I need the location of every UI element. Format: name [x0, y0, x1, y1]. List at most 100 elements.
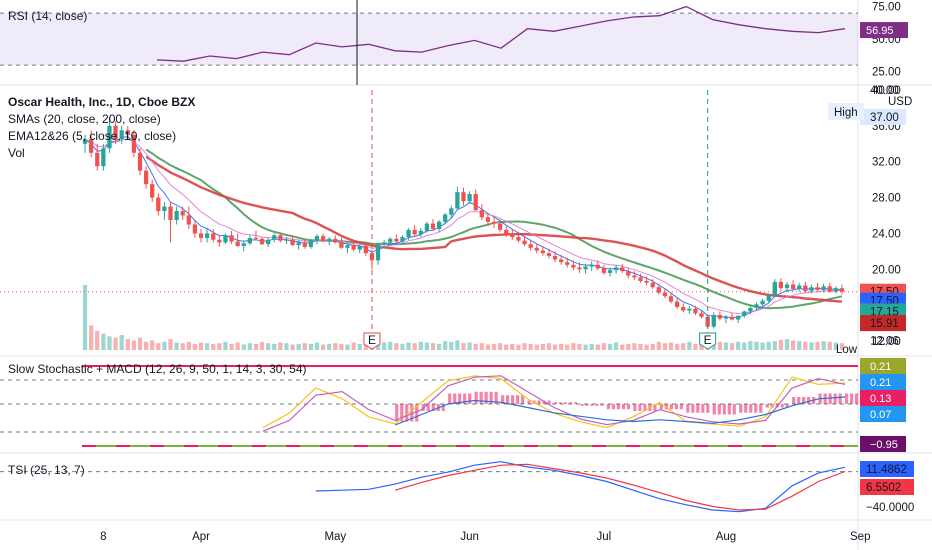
volume-bar: [784, 339, 790, 350]
candle-body: [156, 197, 161, 212]
candle-body: [699, 313, 704, 317]
candle-body: [491, 221, 497, 224]
stochastic-macd-pane: 0.21 0.21 0.13 0.07 −0.95: [0, 358, 906, 452]
volume-bar: [595, 344, 600, 350]
volume-bar: [388, 341, 393, 350]
candle-body: [571, 264, 576, 268]
candle-body: [406, 229, 411, 238]
rsi-band: [0, 13, 858, 66]
low-label: Low: [836, 344, 858, 356]
candle-body: [449, 208, 454, 215]
volume-bar: [412, 343, 417, 350]
price-tick-label: 12.00: [872, 336, 901, 348]
volume-bar: [467, 342, 472, 350]
candle-body: [632, 275, 637, 278]
macd-histogram-bar: [590, 404, 594, 406]
candle-body: [320, 236, 326, 242]
candle-body: [394, 238, 399, 242]
volume-bar: [497, 343, 503, 350]
volume-bar: [302, 343, 307, 350]
volume-bar: [443, 341, 448, 350]
volume-bar: [504, 344, 509, 350]
candle-body: [601, 268, 607, 273]
volume-bar: [797, 341, 802, 350]
macd-histogram-bar: [600, 404, 604, 406]
candle-body: [339, 242, 344, 248]
stoch-value-badge: [860, 436, 906, 452]
price-tick-label: 24.00: [872, 228, 901, 240]
candle-body: [705, 316, 710, 327]
stoch-macd-title: Slow Stochastic + MACD (12, 26, 9, 50, 1…: [8, 362, 307, 376]
candle-body: [650, 282, 655, 288]
tsi-value-badge: [860, 461, 914, 477]
volume-bar: [839, 343, 845, 350]
candle-body: [314, 236, 320, 241]
candle-body: [675, 301, 680, 307]
candle-body: [223, 235, 228, 243]
volume-bar: [479, 343, 484, 350]
price-pane: 12.0016.0020.0024.0028.0032.0036.0040.00…: [0, 0, 906, 350]
candle-body: [290, 239, 295, 246]
candle-body: [412, 229, 417, 235]
volume-bar: [266, 343, 271, 350]
stoch-value-label: 0.21: [870, 361, 891, 373]
stoch-value-label: 0.13: [870, 393, 891, 405]
candle-body: [351, 245, 356, 250]
volume-bar: [424, 342, 430, 350]
volume-bar: [656, 341, 661, 350]
price-tick-label: 28.00: [872, 193, 901, 205]
volume-bar: [717, 341, 723, 350]
candle-body: [125, 130, 130, 135]
macd-histogram-bar: [595, 404, 599, 406]
volume-bar: [278, 342, 283, 350]
sma200-line: [145, 155, 842, 303]
macd-histogram-bar: [833, 393, 837, 404]
stoch-value-label: −0.95: [870, 439, 898, 451]
candle-body: [528, 244, 533, 248]
macd-histogram-bar: [410, 404, 414, 422]
candle-body: [833, 288, 838, 292]
candle-body: [461, 192, 466, 202]
stoch-d-line: [262, 375, 846, 432]
macd-histogram-bar: [643, 404, 647, 411]
candle-body: [583, 266, 588, 270]
candle-body: [400, 237, 405, 242]
volume-bar: [760, 342, 765, 350]
volume-bar: [766, 341, 771, 350]
candle-body: [754, 304, 759, 308]
macd-histogram-bar: [732, 404, 736, 415]
rsi-title: RSI (14, close): [8, 9, 87, 23]
volume-bar: [827, 341, 832, 350]
candle-body: [467, 194, 472, 202]
macd-histogram-bar: [797, 397, 801, 404]
macd-histogram-bar: [638, 404, 642, 411]
candle-body: [565, 262, 570, 265]
volume-bar: [607, 343, 613, 350]
x-tick-label: Apr: [192, 531, 210, 543]
x-tick-label: Sep: [850, 531, 870, 543]
macd-histogram-bar: [754, 404, 758, 413]
volume-bar: [204, 343, 210, 350]
candle-body: [766, 295, 771, 301]
volume-bar: [192, 343, 198, 350]
candle-body: [809, 287, 814, 291]
volume-bar: [382, 342, 387, 350]
volume-bar: [449, 341, 454, 350]
candle-body: [723, 316, 729, 319]
stoch-value-badge: [860, 358, 906, 374]
volume-bar: [772, 341, 777, 350]
rsi-tick-label: 75.00: [872, 2, 901, 14]
volume-bar: [821, 341, 826, 350]
macd-histogram-bar: [521, 395, 525, 404]
candle-body: [143, 170, 149, 185]
macd-histogram-bar: [516, 395, 520, 404]
volume-bar: [638, 343, 643, 350]
candle-body: [375, 244, 381, 261]
volume-bar: [272, 343, 277, 350]
candle-body: [388, 238, 393, 243]
price-badge-label: 15.91: [870, 318, 899, 330]
candle-body: [693, 308, 698, 314]
macd-histogram-bar: [585, 404, 589, 406]
macd-histogram-bar: [691, 404, 695, 413]
candle-body: [644, 280, 649, 283]
